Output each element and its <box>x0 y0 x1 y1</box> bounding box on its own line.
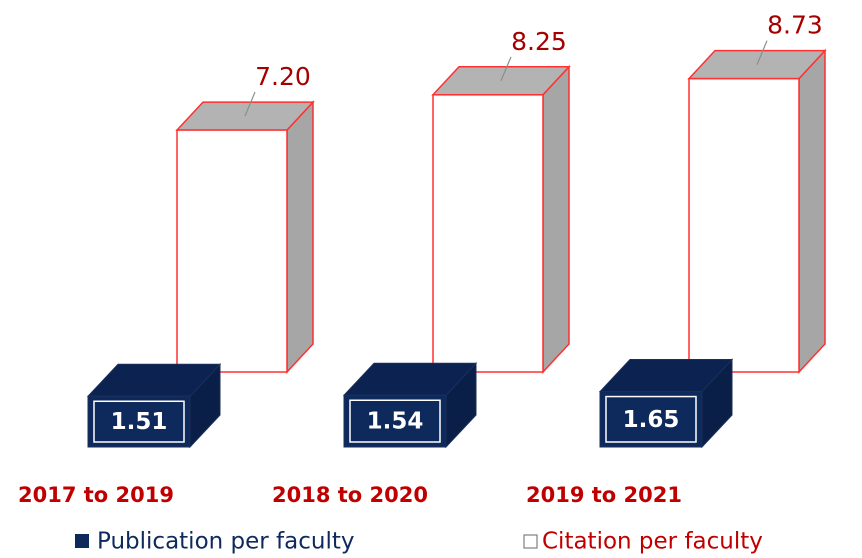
box <box>87 395 191 448</box>
value-label: 8.25 <box>511 27 567 56</box>
bar <box>688 77 800 373</box>
bar <box>176 129 288 373</box>
label-frame <box>605 395 697 443</box>
legend-label: Citation per faculty <box>542 529 763 555</box>
value-label: 8.73 <box>767 11 823 40</box>
legend-swatch <box>523 534 538 549</box>
category-label: 2018 to 2020 <box>272 483 428 507</box>
leader-line <box>756 40 768 65</box>
legend-swatch <box>75 534 89 548</box>
label-frame <box>349 399 441 443</box>
bar-side <box>286 100 314 374</box>
category-label: 2019 to 2021 <box>526 483 682 507</box>
value-label: 1.65 <box>623 407 680 433</box>
box <box>599 391 703 448</box>
value-label: 1.54 <box>367 409 424 435</box>
box <box>343 394 447 448</box>
bar-side <box>798 48 826 374</box>
bar-side <box>542 64 570 374</box>
label-frame <box>93 400 185 443</box>
category-label: 2017 to 2019 <box>18 483 174 507</box>
leader-line <box>500 56 512 82</box>
value-label: 7.20 <box>255 62 311 91</box>
value-label: 1.51 <box>111 409 168 435</box>
legend-label: Publication per faculty <box>97 529 354 555</box>
bar <box>432 94 544 373</box>
leader-line <box>244 91 256 117</box>
